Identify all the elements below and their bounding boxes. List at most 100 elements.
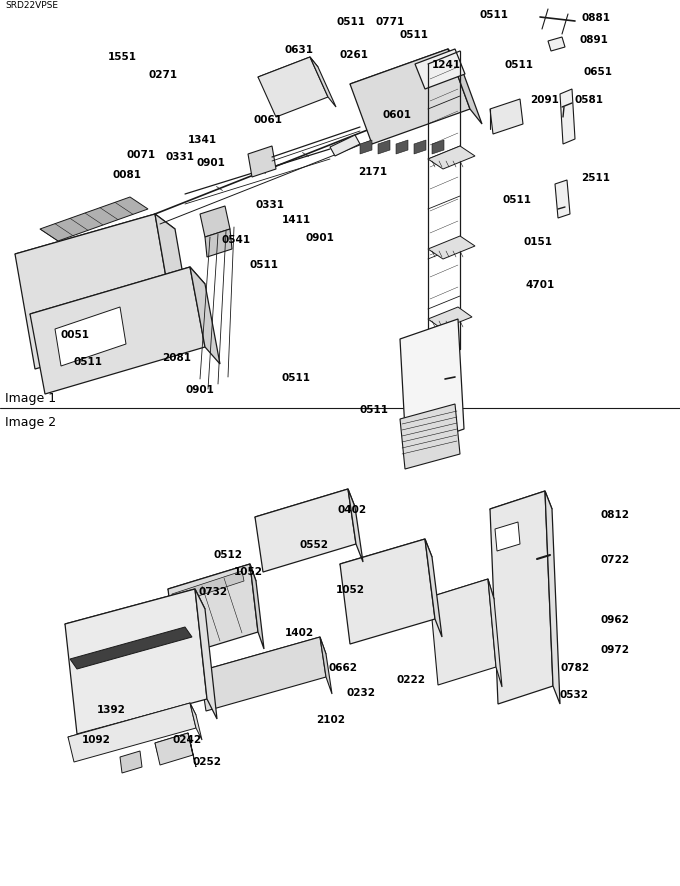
- Text: 0511: 0511: [250, 260, 279, 269]
- Polygon shape: [555, 181, 570, 219]
- Polygon shape: [360, 141, 372, 155]
- Circle shape: [286, 662, 304, 680]
- Polygon shape: [250, 564, 264, 649]
- Text: 0271: 0271: [148, 70, 177, 80]
- Polygon shape: [490, 100, 523, 135]
- Text: 0541: 0541: [221, 235, 250, 245]
- Text: 0631: 0631: [285, 45, 314, 55]
- Polygon shape: [378, 141, 390, 155]
- Text: 1092: 1092: [82, 734, 111, 744]
- Text: 1241: 1241: [432, 60, 461, 70]
- Text: 1411: 1411: [282, 214, 311, 225]
- Text: 0972: 0972: [601, 644, 630, 654]
- Polygon shape: [155, 214, 195, 345]
- Polygon shape: [415, 50, 465, 89]
- Polygon shape: [70, 627, 192, 669]
- Polygon shape: [258, 58, 318, 88]
- Polygon shape: [414, 141, 426, 155]
- Polygon shape: [200, 206, 230, 237]
- Text: 0331: 0331: [165, 152, 194, 162]
- Text: 0242: 0242: [172, 734, 201, 744]
- Text: 0891: 0891: [580, 35, 609, 45]
- Text: 0051: 0051: [60, 330, 89, 339]
- Polygon shape: [55, 307, 126, 367]
- Circle shape: [140, 680, 150, 689]
- Text: 0511: 0511: [503, 195, 532, 205]
- Text: 0601: 0601: [383, 110, 412, 120]
- Text: 0771: 0771: [376, 17, 405, 27]
- Text: 0732: 0732: [198, 587, 227, 596]
- Text: 4701: 4701: [526, 280, 556, 290]
- Text: 0901: 0901: [185, 385, 214, 394]
- Text: 2171: 2171: [358, 167, 387, 177]
- Polygon shape: [310, 58, 336, 108]
- Text: Image 1: Image 1: [5, 392, 56, 405]
- Text: 1402: 1402: [285, 627, 314, 637]
- Text: 0261: 0261: [340, 50, 369, 60]
- Polygon shape: [428, 237, 475, 260]
- Text: 0722: 0722: [601, 555, 630, 564]
- Text: 0662: 0662: [329, 662, 358, 672]
- Polygon shape: [190, 703, 202, 740]
- Polygon shape: [400, 320, 464, 449]
- Polygon shape: [248, 147, 276, 178]
- Polygon shape: [432, 141, 444, 155]
- Text: Image 2: Image 2: [5, 416, 56, 429]
- Text: 2102: 2102: [316, 714, 345, 724]
- Polygon shape: [448, 50, 482, 125]
- Polygon shape: [255, 489, 355, 535]
- Text: 0812: 0812: [601, 509, 630, 519]
- Text: 0651: 0651: [584, 67, 613, 77]
- Text: 0071: 0071: [126, 150, 155, 159]
- Polygon shape: [15, 214, 175, 269]
- Text: 0881: 0881: [582, 13, 611, 23]
- Text: 0511: 0511: [73, 356, 102, 367]
- Text: 1341: 1341: [188, 135, 217, 144]
- Polygon shape: [560, 89, 575, 144]
- Text: 0252: 0252: [192, 756, 221, 766]
- Text: 2511: 2511: [581, 173, 610, 183]
- Text: 0511: 0511: [337, 17, 366, 27]
- Polygon shape: [120, 751, 142, 773]
- Circle shape: [79, 693, 91, 705]
- Polygon shape: [396, 141, 408, 155]
- Polygon shape: [258, 58, 328, 118]
- Polygon shape: [195, 589, 217, 719]
- Text: 0511: 0511: [505, 60, 534, 70]
- Text: 2091: 2091: [530, 95, 559, 105]
- Polygon shape: [330, 136, 360, 157]
- Polygon shape: [548, 38, 565, 52]
- Polygon shape: [490, 492, 552, 527]
- Polygon shape: [168, 564, 258, 657]
- Polygon shape: [350, 50, 470, 144]
- Polygon shape: [400, 405, 460, 470]
- Polygon shape: [200, 637, 326, 688]
- Polygon shape: [172, 571, 244, 604]
- Text: 0552: 0552: [300, 540, 329, 549]
- Polygon shape: [15, 214, 175, 369]
- Text: 0061: 0061: [254, 115, 283, 125]
- Text: 1551: 1551: [108, 52, 137, 62]
- Text: 0222: 0222: [397, 674, 426, 684]
- Polygon shape: [495, 523, 520, 551]
- Polygon shape: [30, 268, 205, 331]
- Polygon shape: [430, 579, 494, 618]
- Polygon shape: [340, 540, 435, 644]
- Polygon shape: [188, 734, 196, 767]
- Text: 0901: 0901: [196, 158, 225, 167]
- Text: 0782: 0782: [561, 662, 590, 672]
- Polygon shape: [430, 579, 496, 685]
- Polygon shape: [428, 307, 472, 330]
- Text: 0151: 0151: [524, 237, 553, 246]
- Polygon shape: [350, 50, 460, 100]
- Text: 0232: 0232: [347, 688, 376, 697]
- Polygon shape: [320, 637, 332, 695]
- Text: 0901: 0901: [306, 233, 335, 243]
- Text: 0512: 0512: [214, 549, 243, 559]
- Polygon shape: [168, 564, 256, 606]
- Polygon shape: [545, 492, 560, 704]
- Polygon shape: [205, 229, 232, 258]
- Text: 0511: 0511: [480, 10, 509, 20]
- Polygon shape: [65, 589, 205, 644]
- Text: 0511: 0511: [282, 373, 311, 383]
